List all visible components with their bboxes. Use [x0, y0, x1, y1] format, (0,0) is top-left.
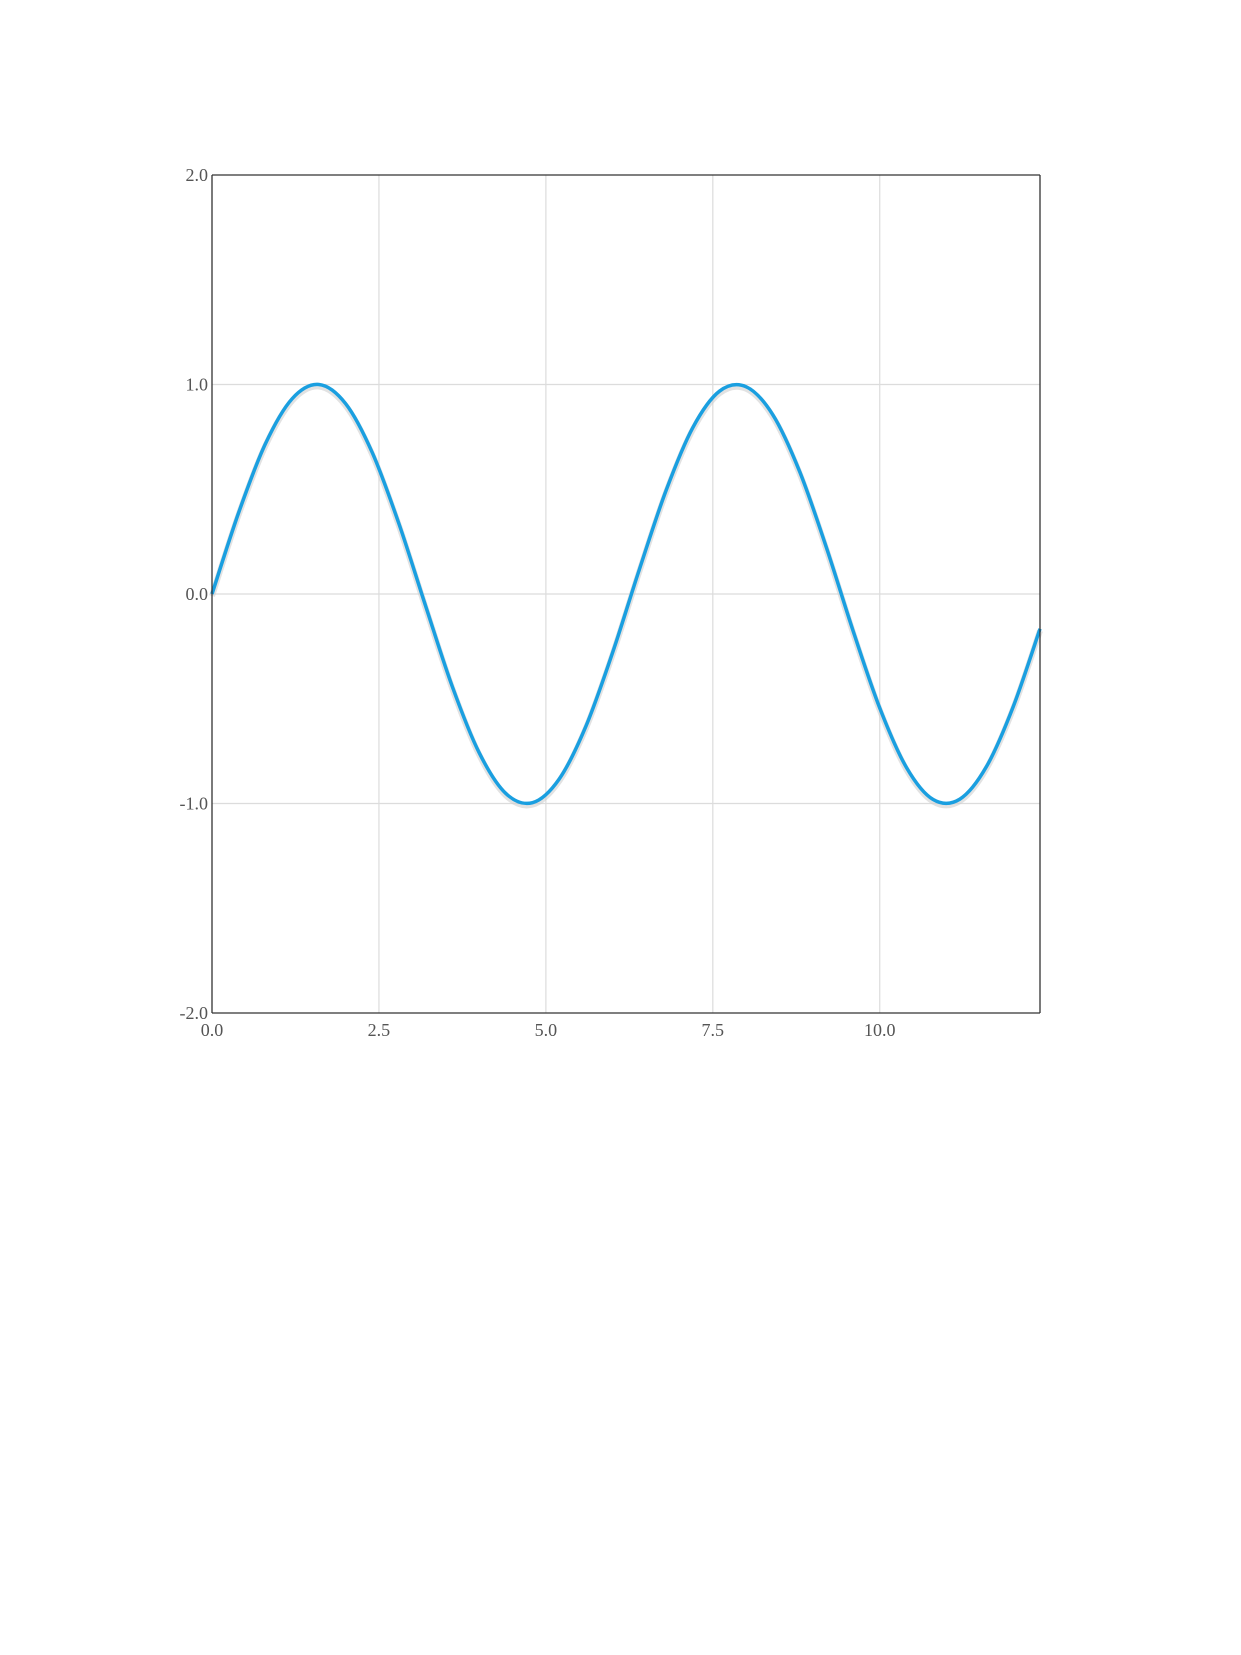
y-tick-label: 2.0	[186, 165, 209, 185]
y-tick-label: -1.0	[180, 794, 209, 814]
series-line-0	[210, 382, 1042, 806]
y-tick-labels: -2.0 -1.0 0.0 1.0 2.0	[180, 165, 209, 1023]
x-tick-label: 0.0	[201, 1020, 224, 1040]
x-tick-label: 7.5	[702, 1020, 725, 1040]
x-tick-label: 2.5	[368, 1020, 391, 1040]
series-line-shadow-0	[209, 383, 1043, 809]
y-tick-label: 1.0	[186, 375, 209, 395]
grid-layer	[212, 175, 1040, 1013]
x-tick-labels: 0.0 2.5 5.0 7.5 10.0	[201, 1020, 896, 1040]
y-tick-label: 0.0	[186, 584, 209, 604]
x-tick-label: 5.0	[535, 1020, 558, 1040]
axis-layer	[211, 174, 1041, 1014]
y-tick-label: -2.0	[180, 1003, 209, 1023]
line-layer	[209, 382, 1043, 809]
x-tick-label: 10.0	[864, 1020, 896, 1040]
